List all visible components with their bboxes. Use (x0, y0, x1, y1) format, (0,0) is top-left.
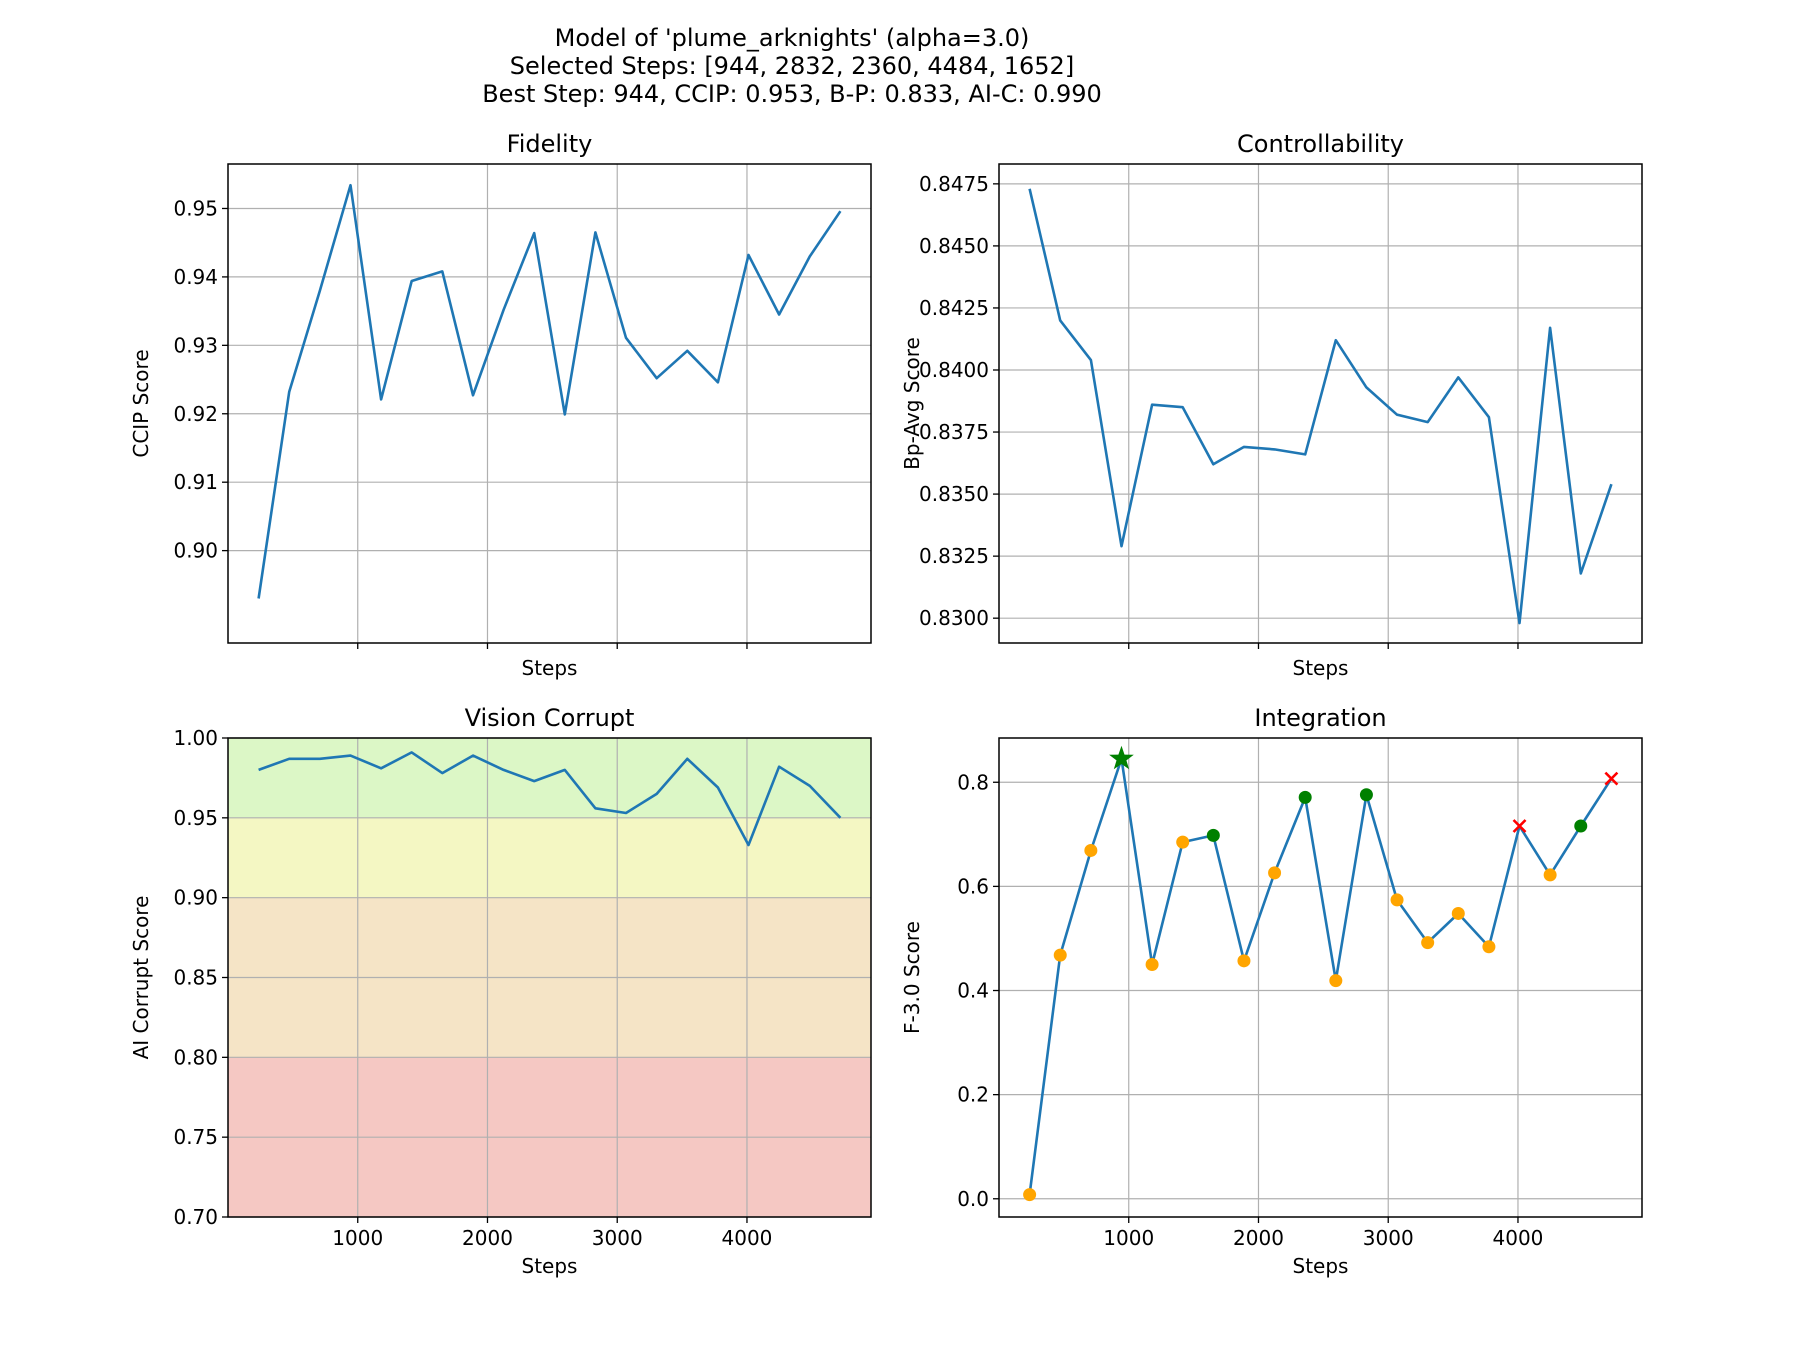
figure-title-line-2: Selected Steps: [944, 2832, 2360, 4484, … (510, 52, 1074, 80)
vision-corrupt-ytick-label-1: 0.75 (173, 1125, 218, 1149)
fidelity-ylabel: CCIP Score (129, 349, 153, 457)
figure-title-line-1: Model of 'plume_arknights' (alpha=3.0) (555, 24, 1030, 52)
integration-ytick-label-2: 0.4 (957, 979, 989, 1003)
integration-point-selected (1359, 788, 1373, 802)
subplots: 0.90 0.91 0.92 0.93 0.94 0.95 Fidelity Steps CCI… (129, 130, 1643, 1278)
integration-point-normal (1268, 866, 1282, 880)
vision-corrupt-ytick-label-4: 0.90 (173, 886, 218, 910)
integration-point-normal (1084, 843, 1098, 857)
integration-point-excluded-b (1512, 819, 1527, 833)
integration-point-best-star (1109, 745, 1134, 770)
fidelity-ytick-label-1: 0.91 (173, 470, 218, 494)
controllability-ylabel: Bp-Avg Score (900, 337, 924, 470)
integration-point-normal (1023, 1188, 1037, 1202)
vision-corrupt-xtick-label-0: 1000 (332, 1226, 383, 1250)
controllability-title: Controllability (1237, 130, 1404, 158)
integration-xtick-label-1: 2000 (1233, 1226, 1284, 1250)
integration-point-normal (1543, 868, 1557, 882)
integration-point-normal (1390, 893, 1404, 907)
fidelity-ytick-label-5: 0.95 (173, 196, 218, 220)
controllability-ytick-label-0: 0.8300 (919, 606, 989, 630)
integration-point-normal (1237, 954, 1251, 968)
vision-corrupt-xlabel: Steps (522, 1254, 578, 1278)
integration-point-normal (1482, 940, 1496, 954)
vision-corrupt-band-1 (228, 817, 871, 898)
vision-corrupt-xtick-label-2: 3000 (592, 1226, 643, 1250)
fidelity-ytick-label-2: 0.92 (173, 402, 218, 426)
integration-point-normal (1176, 835, 1190, 849)
fidelity-panel: 0.90 0.91 0.92 0.93 0.94 0.95 Fidelity Steps CCI… (129, 130, 872, 680)
controllability-panel: 0.8300 0.8325 0.8350 0.8375 0.8400 0.8425 0.84… (900, 130, 1643, 680)
vision-corrupt-ytick-label-0: 0.70 (173, 1205, 218, 1229)
controllability-ytick-label-6: 0.8450 (919, 234, 989, 258)
fidelity-ytick-label-0: 0.90 (173, 539, 218, 563)
integration-ytick-label-3: 0.6 (957, 874, 989, 898)
vision-corrupt-series-line (258, 751, 842, 847)
integration-point-normal (1053, 948, 1067, 962)
fidelity-title: Fidelity (507, 130, 593, 158)
integration-frame (998, 737, 1643, 1218)
controllability-ytick-label-2: 0.8350 (919, 482, 989, 506)
figure-title-line-3: Best Step: 944, CCIP: 0.953, B-P: 0.833,… (482, 80, 1102, 108)
integration-point-normal (1421, 936, 1435, 950)
controllability-xlabel: Steps (1293, 656, 1349, 680)
controllability-frame (998, 163, 1643, 644)
integration-point-selected (1206, 828, 1220, 842)
integration-ytick-label-0: 0.0 (957, 1187, 989, 1211)
integration-point-selected (1298, 790, 1312, 804)
vision-corrupt-ytick-label-6: 1.00 (173, 726, 218, 750)
vision-corrupt-ytick-label-5: 0.95 (173, 806, 218, 830)
figure-title: Model of 'plume_arknights' (alpha=3.0) S… (482, 24, 1102, 108)
integration-point-selected (1574, 819, 1588, 833)
vision-corrupt-xtick-label-1: 2000 (462, 1226, 513, 1250)
integration-point-normal (1329, 974, 1343, 988)
vision-corrupt-ytick-label-3: 0.85 (173, 966, 218, 990)
integration-point-excluded-b (1604, 771, 1619, 786)
controllability-ytick-label-7: 0.8475 (919, 172, 989, 196)
controllability-ytick-label-3: 0.8375 (919, 420, 989, 444)
controllability-ytick-label-5: 0.8425 (919, 296, 989, 320)
controllability-ytick-label-1: 0.8325 (919, 544, 989, 568)
integration-ylabel: F-3.0 Score (900, 921, 924, 1034)
integration-xtick-label-3: 4000 (1493, 1226, 1544, 1250)
integration-xtick-label-2: 3000 (1363, 1226, 1414, 1250)
integration-point-normal (1451, 906, 1465, 920)
fidelity-ytick-label-3: 0.93 (173, 333, 218, 357)
vision-corrupt-title: Vision Corrupt (465, 704, 635, 732)
integration-ytick-label-4: 0.8 (957, 770, 989, 794)
vision-corrupt-ylabel: AI Corrupt Score (129, 896, 153, 1060)
controllability-ytick-label-4: 0.8400 (919, 358, 989, 382)
integration-panel: 1000 2000 3000 4000 0.0 0.2 0.4 0.6 0.8 Integrati… (900, 704, 1643, 1278)
vision-corrupt-xtick-label-3: 4000 (722, 1226, 773, 1250)
fidelity-series-line (257, 183, 842, 599)
controllability-series-line (1028, 188, 1613, 625)
fidelity-frame (227, 163, 872, 644)
fidelity-xlabel: Steps (522, 656, 578, 680)
integration-ytick-label-1: 0.2 (957, 1083, 989, 1107)
vision-corrupt-ytick-label-2: 0.80 (173, 1045, 218, 1069)
integration-xtick-label-0: 1000 (1103, 1226, 1154, 1250)
integration-series-line (1028, 757, 1613, 1195)
integration-point-normal (1145, 957, 1159, 971)
integration-title: Integration (1254, 704, 1386, 732)
fidelity-ytick-label-4: 0.94 (173, 265, 218, 289)
vision-corrupt-panel: 1000 2000 3000 4000 0.70 0.75 0.80 0.85 0.90 0.95… (129, 704, 872, 1278)
integration-xlabel: Steps (1293, 1254, 1349, 1278)
